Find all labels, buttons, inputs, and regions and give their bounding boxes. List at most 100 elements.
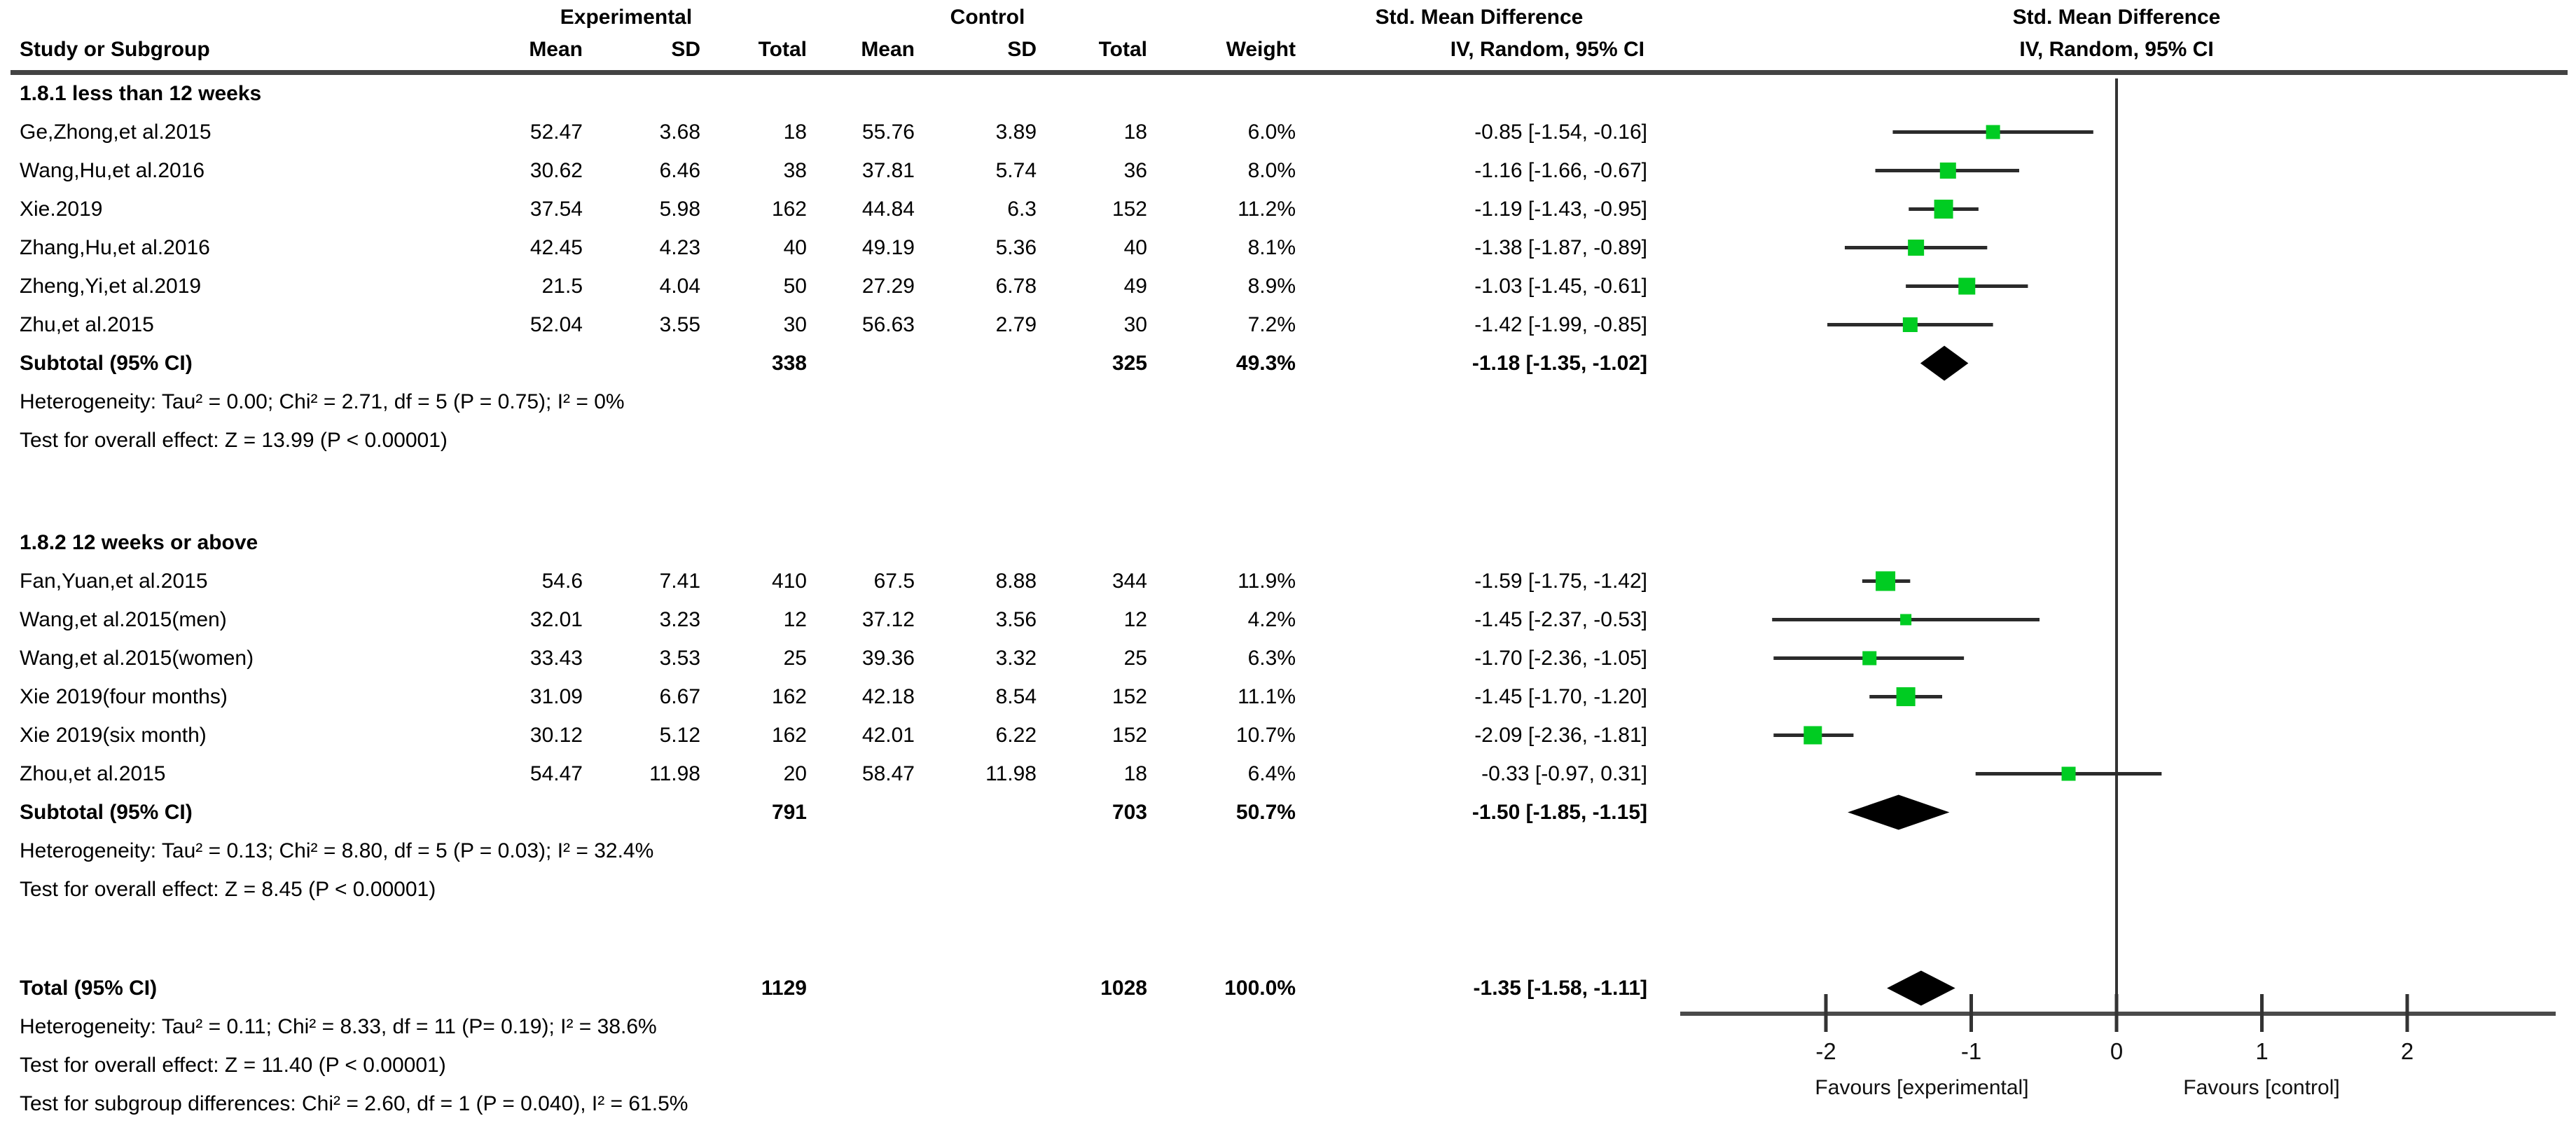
heterogeneity-row: Heterogeneity: Tau² = 0.13; Chi² = 8.80,… xyxy=(0,832,2576,870)
ctrl-mean-value: 67.5 xyxy=(873,570,915,593)
exp-sd-value: 3.55 xyxy=(659,313,700,336)
ctrl-mean-value: 44.84 xyxy=(861,198,915,221)
exp-mean-value: 30.12 xyxy=(529,724,583,747)
overall-effect-note: Test for overall effect: Z = 8.45 (P < 0… xyxy=(20,878,436,901)
header-experimental-group: Experimental xyxy=(560,6,693,29)
study-row: Zhu,et al.2015 52.04 3.55 30 56.63 2.79 30 7.2%… xyxy=(0,305,2576,344)
weight-value: 8.0% xyxy=(1247,159,1296,182)
study-row: Wang,et al.2015(women) 33.43 3.53 25 39.36 3.… xyxy=(0,639,2576,677)
ci-text-value: -1.35 [-1.58, -1.11] xyxy=(1473,977,1647,1000)
ctrl-mean-value: 42.18 xyxy=(861,685,915,708)
exp-total-value: 1129 xyxy=(761,977,807,1000)
exp-mean-value: 30.62 xyxy=(529,159,583,182)
exp-total-value: 50 xyxy=(783,275,807,298)
total-heterogeneity-row: Heterogeneity: Tau² = 0.11; Chi² = 8.33,… xyxy=(0,1007,2576,1046)
axis-tick-label: 2 xyxy=(2401,1038,2414,1064)
header-exp-total: Total xyxy=(758,38,807,61)
ci-text-value: -1.59 [-1.75, -1.42] xyxy=(1474,570,1647,593)
overall-effect-row: Test for overall effect: Z = 13.99 (P < … xyxy=(0,421,2576,460)
weight-value: 10.7% xyxy=(1235,724,1296,747)
axis-tick-label: -2 xyxy=(1815,1038,1836,1064)
ctrl-sd-value: 3.56 xyxy=(995,608,1037,631)
header-iv-random-text: IV, Random, 95% CI xyxy=(1450,38,1644,61)
exp-mean-value: 52.47 xyxy=(529,120,583,144)
study-label: Xie 2019(six month) xyxy=(20,724,207,747)
header-ctrl-mean: Mean xyxy=(861,38,915,61)
ctrl-sd-value: 8.88 xyxy=(995,570,1037,593)
ctrl-total-value: 325 xyxy=(1112,352,1147,375)
study-label: Wang,et al.2015(men) xyxy=(20,608,227,631)
effect-square xyxy=(1900,614,1912,626)
study-row: Zhang,Hu,et al.2016 42.45 4.23 40 49.19 5.36 4… xyxy=(0,228,2576,267)
ci-text-value: -0.33 [-0.97, 0.31] xyxy=(1481,762,1647,785)
exp-sd-value: 5.12 xyxy=(659,724,700,747)
study-label: Xie 2019(four months) xyxy=(20,685,228,708)
spacer-row xyxy=(0,909,2576,939)
ctrl-total-value: 12 xyxy=(1123,608,1147,631)
exp-total-value: 12 xyxy=(783,608,807,631)
weight-value: 4.2% xyxy=(1247,608,1296,631)
ctrl-mean-value: 27.29 xyxy=(861,275,915,298)
study-label: Ge,Zhong,et al.2015 xyxy=(20,120,212,144)
subtotal-label: Subtotal (95% CI) xyxy=(20,801,193,824)
exp-sd-value: 5.98 xyxy=(659,198,700,221)
header-weight: Weight xyxy=(1226,38,1296,61)
ctrl-mean-value: 58.47 xyxy=(861,762,915,785)
total-label: Total (95% CI) xyxy=(20,977,158,1000)
heterogeneity-row: Heterogeneity: Tau² = 0.00; Chi² = 2.71,… xyxy=(0,383,2576,421)
ctrl-sd-value: 2.79 xyxy=(995,313,1037,336)
weight-value: 8.1% xyxy=(1247,236,1296,259)
total-row: Total (95% CI) 1129 1028 100.0% -1.35 [-1.58… xyxy=(0,969,2576,1007)
ci-text-value: -1.70 [-2.36, -1.05] xyxy=(1474,647,1647,670)
ctrl-total-value: 25 xyxy=(1123,647,1147,670)
exp-sd-value: 4.04 xyxy=(659,275,700,298)
subgroup-title: 1.8.2 12 weeks or above xyxy=(20,531,258,554)
overall-effect-note: Test for overall effect: Z = 13.99 (P < … xyxy=(20,429,448,452)
exp-total-value: 162 xyxy=(771,685,807,708)
axis-tick xyxy=(2405,994,2409,1032)
weight-value: 6.3% xyxy=(1247,647,1296,670)
ci-text-value: -1.16 [-1.66, -0.67] xyxy=(1474,159,1647,182)
effect-square xyxy=(1908,240,1925,256)
heterogeneity-note: Heterogeneity: Tau² = 0.13; Chi² = 8.80,… xyxy=(20,839,654,862)
study-label: Zhang,Hu,et al.2016 xyxy=(20,236,210,259)
effect-square xyxy=(1986,125,2000,139)
ctrl-sd-value: 3.32 xyxy=(995,647,1037,670)
exp-total-value: 18 xyxy=(783,120,807,144)
weight-value: 100.0% xyxy=(1224,977,1296,1000)
header-control-group: Control xyxy=(950,6,1025,29)
exp-mean-value: 42.45 xyxy=(529,236,583,259)
effect-square xyxy=(1876,571,1896,591)
exp-mean-value: 52.04 xyxy=(529,313,583,336)
exp-mean-value: 37.54 xyxy=(529,198,583,221)
ci-text-value: -1.19 [-1.43, -0.95] xyxy=(1474,198,1647,221)
ctrl-sd-value: 3.89 xyxy=(995,120,1037,144)
weight-value: 6.4% xyxy=(1247,762,1296,785)
exp-total-value: 338 xyxy=(771,352,807,375)
study-row: Fan,Yuan,et al.2015 54.6 7.41 410 67.5 8.88 34… xyxy=(0,562,2576,600)
ctrl-mean-value: 37.12 xyxy=(861,608,915,631)
zero-reference-line xyxy=(2115,78,2118,1016)
axis-tick xyxy=(2260,994,2264,1032)
ctrl-mean-value: 37.81 xyxy=(861,159,915,182)
header-exp-mean: Mean xyxy=(529,38,583,61)
subtotal-row: Subtotal (95% CI) 338 325 49.3% -1.18 [-1.35… xyxy=(0,344,2576,383)
ctrl-sd-value: 6.78 xyxy=(995,275,1037,298)
ctrl-mean-value: 56.63 xyxy=(861,313,915,336)
weight-value: 50.7% xyxy=(1235,801,1296,824)
ci-text-value: -1.45 [-1.70, -1.20] xyxy=(1474,685,1647,708)
study-row: Xie 2019(six month) 30.12 5.12 162 42.01 6.22… xyxy=(0,716,2576,755)
exp-total-value: 162 xyxy=(771,198,807,221)
exp-sd-value: 11.98 xyxy=(649,762,700,785)
effect-square xyxy=(1862,651,1877,666)
axis-tick xyxy=(2114,994,2119,1032)
weight-value: 11.1% xyxy=(1238,685,1296,708)
exp-total-value: 40 xyxy=(783,236,807,259)
subgroup-header-row: 1.8.1 less than 12 weeks xyxy=(0,74,2576,113)
study-row: Zhou,et al.2015 54.47 11.98 20 58.47 11.98 18 6… xyxy=(0,755,2576,793)
study-row: Xie.2019 37.54 5.98 162 44.84 6.3 152 11.2% -1.1… xyxy=(0,190,2576,228)
weight-value: 11.9% xyxy=(1238,570,1296,593)
exp-mean-value: 32.01 xyxy=(529,608,583,631)
total-overall-effect-row: Test for overall effect: Z = 11.40 (P < … xyxy=(0,1046,2576,1084)
